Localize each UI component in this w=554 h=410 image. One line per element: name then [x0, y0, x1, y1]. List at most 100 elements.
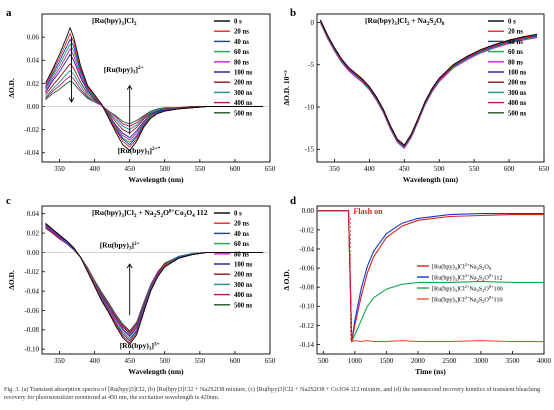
series-line: [320, 20, 538, 147]
series-line: [320, 20, 538, 147]
plot-frame: [316, 13, 545, 163]
x-axis-label: Wavelength (nm): [403, 175, 459, 184]
legend-label: 500 ns: [234, 110, 253, 117]
y-tick-label: 0.06: [27, 34, 40, 42]
legend-label: 500 ns: [508, 110, 527, 117]
x-tick-label: 650: [539, 165, 550, 173]
series-group: [45, 26, 263, 152]
figure-canvas: a 350 400 450 500 550 600 650 -0.04 -0.02 0.00 0.02…: [6, 7, 552, 376]
x-tick-label: 600: [504, 165, 515, 173]
x-tick-label: 3500: [505, 357, 520, 365]
legend-label: 40 ns: [234, 39, 249, 46]
y-tick-label: -0.06: [24, 307, 39, 315]
x-tick-label: 500: [160, 165, 171, 173]
y-tick-label: -0.04: [299, 245, 314, 253]
legend-label: 200 ns: [234, 80, 253, 87]
plot-frame: [41, 13, 271, 163]
legend-label: 100 ns: [508, 70, 527, 77]
series-line: [45, 75, 263, 127]
legend-label: 200 ns: [508, 80, 527, 87]
legend-label: 300 ns: [234, 90, 253, 97]
x-tick-label: 400: [89, 357, 100, 365]
y-tick-label: 0.00: [27, 103, 40, 111]
arrow-up-head: [126, 84, 133, 90]
panel-letter: c: [6, 195, 11, 207]
y-axis-label: Δ O.D.: [282, 269, 291, 290]
panel-title: [Ru(bpy)3]Cl2 + Na2S2O8+Co3O4 112: [92, 208, 208, 219]
y-tick-label: -5: [308, 61, 314, 69]
legend-label: 80 ns: [234, 251, 249, 258]
series-line: [320, 19, 538, 146]
legend-label: 500 ns: [234, 302, 253, 309]
y-tick-label: -0.02: [24, 268, 39, 276]
arrow-down-head: [68, 97, 75, 103]
legend-label: [Ru(bpy)3]Cl2+Na2S2O8: [432, 262, 491, 271]
y-tick-label: -0.04: [24, 288, 39, 296]
legend-label: 0 s: [508, 19, 516, 26]
x-tick-label: 500: [434, 165, 445, 173]
legend-label: 100 ns: [234, 70, 253, 77]
panel-title: [Ru(bpy)3]Cl2: [92, 16, 137, 27]
panel-letter: a: [6, 7, 12, 19]
x-tick-label: 2500: [442, 357, 457, 365]
legend-label: 20 ns: [234, 29, 249, 36]
y-tick-label: -0.04: [24, 149, 39, 157]
x-tick-label: 550: [195, 357, 206, 365]
legend-label: [Ru(bpy)3]Cl2+Na2S2O8+110: [432, 295, 503, 304]
y-tick-label: -0.02: [299, 226, 314, 234]
x-tick-label: 3000: [474, 357, 489, 365]
y-tick-label: 0.04: [27, 57, 40, 65]
annotation-ground-state: [Ru(bpy)3]2+: [100, 241, 140, 252]
y-tick-label: 0.02: [27, 80, 40, 88]
x-tick-label: 2000: [411, 357, 426, 365]
x-tick-label: 500: [318, 357, 329, 365]
series-line: [317, 210, 544, 342]
legend-label: 80 ns: [508, 59, 523, 66]
legend-label: 20 ns: [508, 29, 523, 36]
legend-label: 400 ns: [234, 292, 253, 299]
legend-label: 60 ns: [508, 49, 523, 56]
x-tick-label: 450: [124, 165, 135, 173]
x-tick-label: 1500: [379, 357, 394, 365]
series-line: [45, 26, 263, 152]
legend-label: 0 s: [234, 19, 242, 26]
series-group: [317, 210, 544, 343]
series-line: [45, 53, 263, 139]
legend-label: [Ru(bpy)3]Cl2+Na2S2O8+100: [432, 284, 503, 293]
legend-label: 300 ns: [234, 282, 253, 289]
series-line: [320, 23, 538, 150]
series-line: [320, 22, 538, 149]
x-axis-label: Time (ns): [415, 367, 446, 376]
legend-label: 100 ns: [234, 262, 253, 269]
y-tick-label: -0.08: [299, 284, 314, 292]
legend-label: 60 ns: [234, 241, 249, 248]
series-line: [45, 32, 263, 148]
panel-a: a 350 400 450 500 550 600 650 -0.04 -0.02 0.00 0.02…: [6, 7, 276, 184]
y-tick-label: -0.10: [24, 346, 39, 354]
series-line: [45, 223, 263, 345]
panel-d: d 500 1000 1500 2000 2500 3000 3500 4000 0.00 -0.0…: [282, 195, 552, 376]
legend-label: 60 ns: [234, 49, 249, 56]
y-tick-label: -0.02: [24, 126, 39, 134]
series-group: [45, 223, 263, 345]
panel-c: c 350 400 450 500 550 600 650 0.04 0.02 0.00 -0.02 -…: [6, 195, 276, 376]
series-line: [320, 21, 538, 148]
series-line: [320, 19, 538, 146]
x-axis-label: Wavelength (nm): [128, 175, 184, 184]
y-tick-label: 0.00: [27, 249, 40, 257]
series-line: [45, 62, 263, 134]
arrow-up-head: [126, 263, 133, 269]
series-line: [320, 21, 538, 148]
x-tick-label: 500: [160, 357, 171, 365]
legend-label: 400 ns: [234, 100, 253, 107]
y-tick-label: -10: [305, 103, 315, 111]
y-tick-label: 0.04: [27, 210, 40, 218]
x-tick-label: 400: [89, 165, 100, 173]
x-tick-label: 450: [124, 357, 135, 365]
legend-label: 300 ns: [508, 90, 527, 97]
annotation-oxidized-state: [Ru(bpy)3]3+: [120, 341, 160, 352]
x-tick-label: 350: [329, 165, 340, 173]
series-line: [45, 80, 263, 125]
panel-b: b 350 400 450 500 550 600 650 0 -5 -10 -15 Wavelengt…: [282, 7, 550, 184]
x-tick-label: 400: [364, 165, 375, 173]
